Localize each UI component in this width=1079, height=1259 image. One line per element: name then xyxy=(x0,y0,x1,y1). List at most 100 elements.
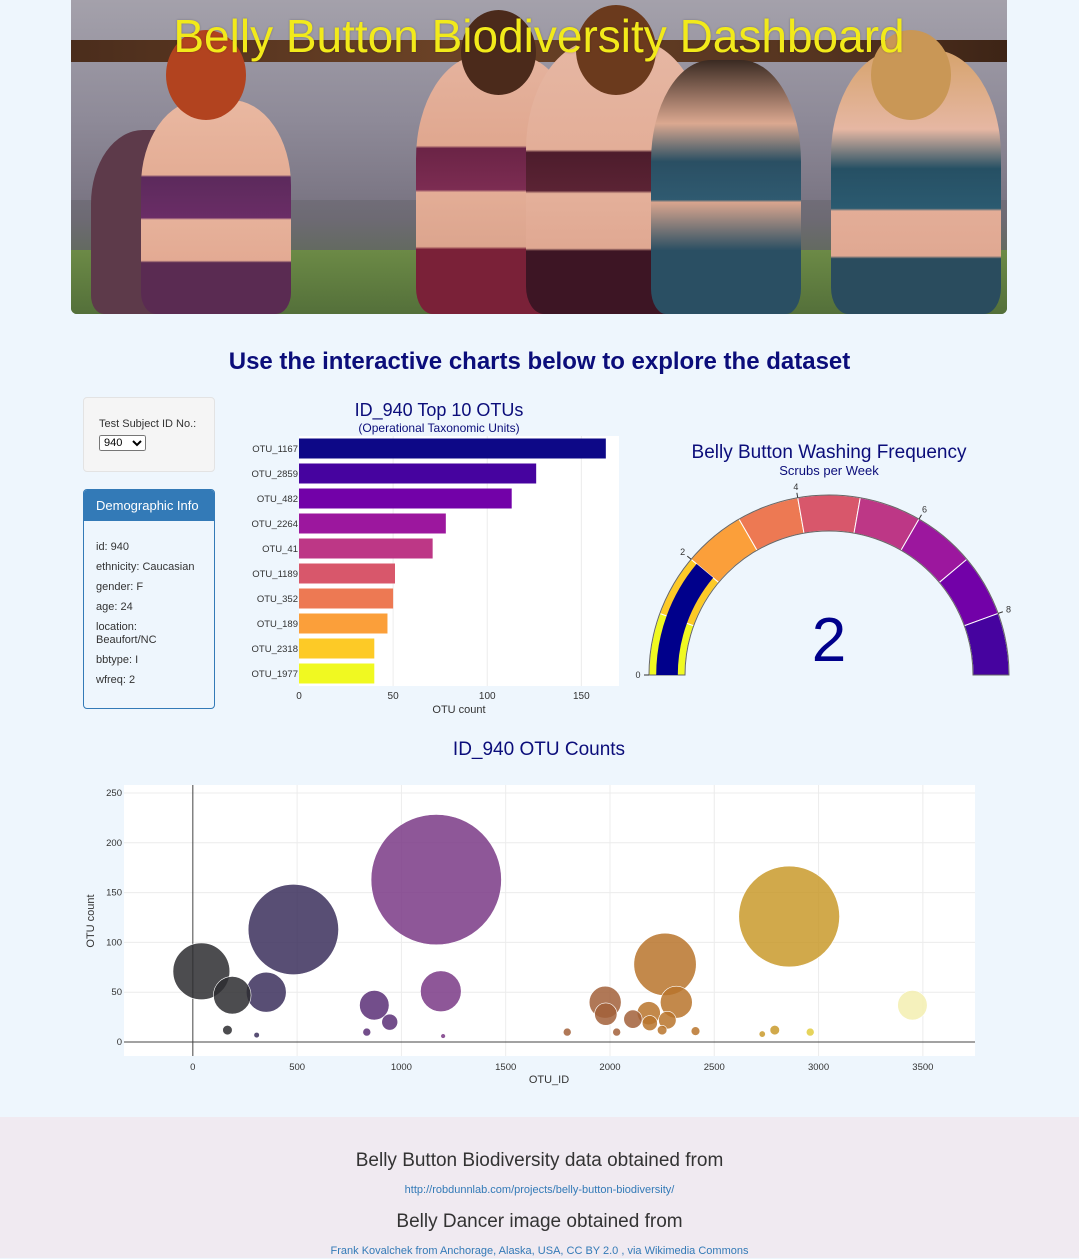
gauge-tick-label: 8 xyxy=(1006,605,1011,615)
page-title: Belly Button Biodiversity Dashboard xyxy=(173,10,905,62)
bubble-point[interactable] xyxy=(562,1027,572,1037)
demographic-row: ethnicity: Caucasian xyxy=(96,561,195,573)
bubble-point[interactable] xyxy=(897,990,928,1021)
gauge-tick xyxy=(796,492,799,498)
demographic-row: age: 24 xyxy=(96,601,133,613)
bubble-point[interactable] xyxy=(362,1027,372,1037)
demographic-row: gender: F xyxy=(96,581,144,593)
bar-category-label: OTU_1977 xyxy=(252,669,298,680)
bar-chart-title: ID_940 Top 10 OTUs xyxy=(355,400,524,421)
data-source-link[interactable]: http://robdunnlab.com/projects/belly-but… xyxy=(404,1184,675,1196)
gauge-tick-label: 6 xyxy=(922,505,927,515)
bar-category-label: OTU_1167 xyxy=(252,444,298,455)
subject-selector-card: Test Subject ID No.: 940 xyxy=(83,397,215,472)
bubble-point[interactable] xyxy=(657,1024,668,1036)
bubble-point[interactable] xyxy=(370,814,502,946)
data-credit-text: Belly Button Biodiversity data obtained … xyxy=(355,1150,724,1171)
bubble-point[interactable] xyxy=(594,1002,618,1026)
image-credit-text: Belly Dancer image obtained from xyxy=(396,1211,683,1232)
gauge-step xyxy=(797,494,861,534)
gauge-tick-label: 0 xyxy=(635,670,640,680)
gauge-outline xyxy=(648,494,1010,676)
bar-category-label: OTU_2859 xyxy=(252,469,298,480)
bubble-y-tick-label: 100 xyxy=(106,937,122,948)
bar-mark[interactable] xyxy=(299,613,388,634)
bar-category-label: OTU_189 xyxy=(257,619,298,630)
wash-frequency-gauge: Belly Button Washing Frequency Scrubs pe… xyxy=(635,442,1011,680)
bubble-chart-title: ID_940 OTU Counts xyxy=(453,739,625,760)
bar-mark[interactable] xyxy=(299,463,537,484)
gauge-title: Belly Button Washing Frequency xyxy=(692,442,967,463)
bubble-y-tick-label: 150 xyxy=(106,888,122,899)
bar-mark[interactable] xyxy=(299,538,433,559)
footer: Belly Button Biodiversity data obtained … xyxy=(0,1117,1079,1258)
image-source-link[interactable]: Frank Kovalchek from Anchorage, Alaska, … xyxy=(330,1245,749,1257)
gauge-subtitle: Scrubs per Week xyxy=(779,463,879,478)
bubble-point[interactable] xyxy=(245,971,287,1013)
otu-bubble-chart: ID_940 OTU Counts 0 500 1000 1500 2000 2500 30… xyxy=(85,739,975,1086)
bar-category-label: OTU_1189 xyxy=(252,569,298,580)
bubble-y-tick-label: 250 xyxy=(106,788,122,799)
gauge-tick xyxy=(686,555,692,560)
bubble-point[interactable] xyxy=(658,1011,677,1030)
bubble-point[interactable] xyxy=(769,1024,780,1036)
demographic-panel: Demographic Info id: 940 ethnicity: Cauc… xyxy=(83,489,215,709)
gauge-tick-label: 2 xyxy=(680,547,685,557)
bubble-point[interactable] xyxy=(253,1031,260,1039)
top10-bar-chart: ID_940 Top 10 OTUs (Operational Taxonomi… xyxy=(252,400,619,716)
bar-mark[interactable] xyxy=(299,638,375,659)
demographic-row: wfreq: 2 xyxy=(96,674,136,686)
bubble-point[interactable] xyxy=(612,1027,621,1037)
bar-category-label: OTU_482 xyxy=(257,494,298,505)
bar-category-label: OTU_2264 xyxy=(252,519,298,530)
bubble-point[interactable] xyxy=(247,883,339,975)
demographic-row: location: Beaufort/NC xyxy=(96,621,157,646)
bubble-y-tick-label: 50 xyxy=(111,987,122,998)
bubble-point[interactable] xyxy=(420,970,462,1012)
bubble-x-tick-label: 1500 xyxy=(495,1062,516,1073)
bubble-y-axis-label: OTU count xyxy=(85,894,97,947)
gauge-value-bar xyxy=(656,563,714,675)
gauge-value: 2 xyxy=(812,606,846,675)
bar-category-label: OTU_41 xyxy=(262,544,298,555)
bubble-x-tick-label: 500 xyxy=(289,1062,305,1073)
bubble-y-tick-label: 200 xyxy=(106,838,122,849)
bubble-point[interactable] xyxy=(359,990,390,1021)
bubble-x-tick-label: 2000 xyxy=(599,1062,620,1073)
bar-mark[interactable] xyxy=(299,488,512,509)
bubble-point[interactable] xyxy=(805,1027,815,1037)
bubble-point[interactable] xyxy=(641,1015,658,1032)
bubble-x-tick-label: 3500 xyxy=(912,1062,933,1073)
bubble-point[interactable] xyxy=(440,1033,446,1039)
bar-mark[interactable] xyxy=(299,663,375,684)
subject-id-select[interactable]: 940 xyxy=(99,435,146,451)
bubble-point[interactable] xyxy=(660,985,693,1019)
instructions-heading: Use the interactive charts below to expl… xyxy=(228,348,851,375)
bubble-point[interactable] xyxy=(222,1024,233,1036)
bubble-point[interactable] xyxy=(633,932,697,996)
bubble-point[interactable] xyxy=(623,1009,643,1029)
gauge-tick xyxy=(918,514,922,520)
bar-category-label: OTU_2318 xyxy=(252,644,298,655)
demographic-row: bbtype: I xyxy=(96,654,139,666)
bar-x-tick-label: 150 xyxy=(573,691,590,702)
bar-x-axis-label: OTU count xyxy=(432,704,485,716)
demographic-row: id: 940 xyxy=(96,541,130,553)
bar-mark[interactable] xyxy=(299,438,606,459)
bar-mark[interactable] xyxy=(299,513,446,534)
bar-mark[interactable] xyxy=(299,588,394,609)
bubble-point[interactable] xyxy=(172,942,231,1001)
bubble-x-axis-label: OTU_ID xyxy=(529,1074,569,1086)
gauge-tick xyxy=(997,611,1004,614)
hero-banner: Belly Button Biodiversity Dashboard xyxy=(71,0,1007,314)
demographic-panel-title: Demographic Info xyxy=(84,490,214,521)
bubble-point[interactable] xyxy=(213,976,252,1015)
bubble-point[interactable] xyxy=(738,865,840,968)
bubble-x-tick-label: 1000 xyxy=(391,1062,412,1073)
bubble-point[interactable] xyxy=(758,1030,766,1038)
hero-photo-beam xyxy=(71,40,1007,62)
bubble-point[interactable] xyxy=(690,1026,701,1036)
bubble-point[interactable] xyxy=(381,1013,399,1031)
bubble-y-tick-label: 0 xyxy=(117,1037,122,1048)
bar-mark[interactable] xyxy=(299,563,395,584)
